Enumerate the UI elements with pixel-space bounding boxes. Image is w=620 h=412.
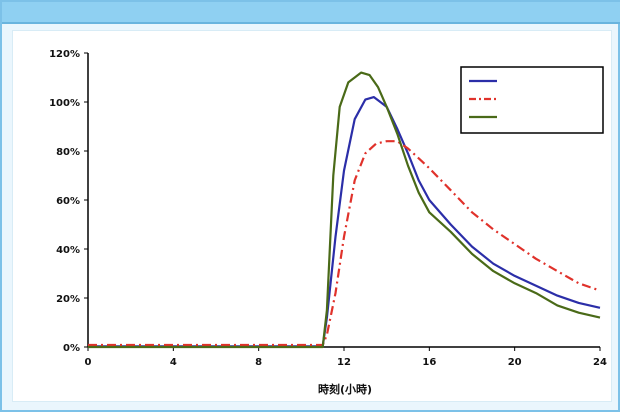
legend-box xyxy=(460,66,604,134)
y-tick-label: 40% xyxy=(56,245,80,256)
header-bar xyxy=(2,2,620,24)
y-tick-label: 120% xyxy=(49,49,80,60)
y-tick-label: 0% xyxy=(63,343,80,354)
x-tick-label: 4 xyxy=(170,357,177,368)
chart-panel: 0 4 8 12 16 20 24 0% 20% 40% 60% 80% 100% 120% 時刻(小時) xyxy=(12,30,612,402)
y-tick-label: 20% xyxy=(56,294,80,305)
series-line-2 xyxy=(88,140,601,347)
series-line-1 xyxy=(88,96,601,348)
x-tick-label: 12 xyxy=(337,357,351,368)
y-tick-label: 60% xyxy=(56,196,80,207)
x-tick-label: 16 xyxy=(422,357,436,368)
x-tick-label: 20 xyxy=(508,357,522,368)
legend xyxy=(460,66,604,134)
x-tick-label: 24 xyxy=(593,357,607,368)
x-axis-label: 時刻(小時) xyxy=(318,382,372,396)
tick-labels: 0 4 8 12 16 20 24 0% 20% 40% 60% 80% 100% 120% xyxy=(49,49,607,368)
line-chart: 0 4 8 12 16 20 24 0% 20% 40% 60% 80% 100% 120% 時刻(小時) xyxy=(49,49,607,396)
y-tick-label: 100% xyxy=(49,98,80,109)
series-lines xyxy=(88,71,601,349)
y-tick-label: 80% xyxy=(56,147,80,158)
series-line-3 xyxy=(88,71,601,349)
x-tick-label: 8 xyxy=(255,357,262,368)
x-tick-label: 0 xyxy=(85,357,92,368)
